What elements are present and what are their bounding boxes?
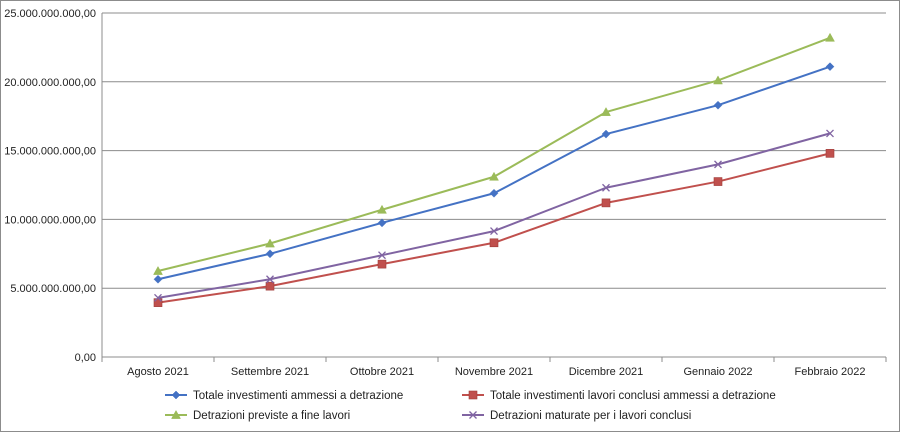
data-point [714,160,722,169]
data-point [265,238,275,248]
legend-marker [171,409,181,419]
y-tick-label: 10.000.000.000,00 [4,214,96,226]
data-point [602,183,610,192]
data-point [713,100,723,110]
data-point [377,259,387,269]
data-point [489,171,499,181]
x-tick-label: Settembre 2021 [231,366,309,378]
y-tick-label: 5.000.000.000,00 [10,283,96,295]
data-point [825,62,835,72]
x-tick-label: Gennaio 2022 [683,366,752,378]
x-tick-label: Novembre 2021 [455,366,533,378]
data-point [601,129,611,139]
legend-marker [468,390,478,400]
data-point [601,107,611,116]
legend-marker [469,411,477,419]
data-point [825,149,835,158]
data-point [265,281,275,291]
data-point [266,275,274,284]
y-tick-label: 15.000.000.000,00 [4,146,96,158]
y-tick-label: 0,00 [75,352,96,364]
data-point [490,227,498,236]
data-point [601,198,611,208]
data-point [378,251,386,260]
x-tick-label: Agosto 2021 [127,366,189,378]
data-point [153,265,163,275]
data-point [489,238,499,248]
data-point [377,218,387,228]
legend-label: Totale investimenti lavori conclusi amme… [490,390,776,402]
legend-marker [171,390,181,400]
y-tick-label: 20.000.000.000,00 [4,77,96,89]
data-point [825,32,835,42]
data-point [489,188,499,198]
legend-label: Totale investimenti ammessi a detrazione [193,390,403,402]
data-point [377,204,387,214]
series-line [157,132,831,299]
legend-label: Detrazioni maturate per i lavori conclus… [490,410,691,422]
data-point [713,75,723,85]
x-tick-label: Febbraio 2022 [795,366,866,378]
x-tick-label: Dicembre 2021 [569,366,644,378]
data-point [265,249,275,259]
data-point [154,293,162,302]
x-tick-label: Ottobre 2021 [350,366,414,378]
legend-label: Detrazioni previste a fine lavori [193,410,350,422]
series-line [157,36,831,272]
data-point [826,129,834,138]
data-point [153,274,163,284]
data-point [713,177,723,186]
y-tick-label: 25.000.000.000,00 [4,8,96,20]
